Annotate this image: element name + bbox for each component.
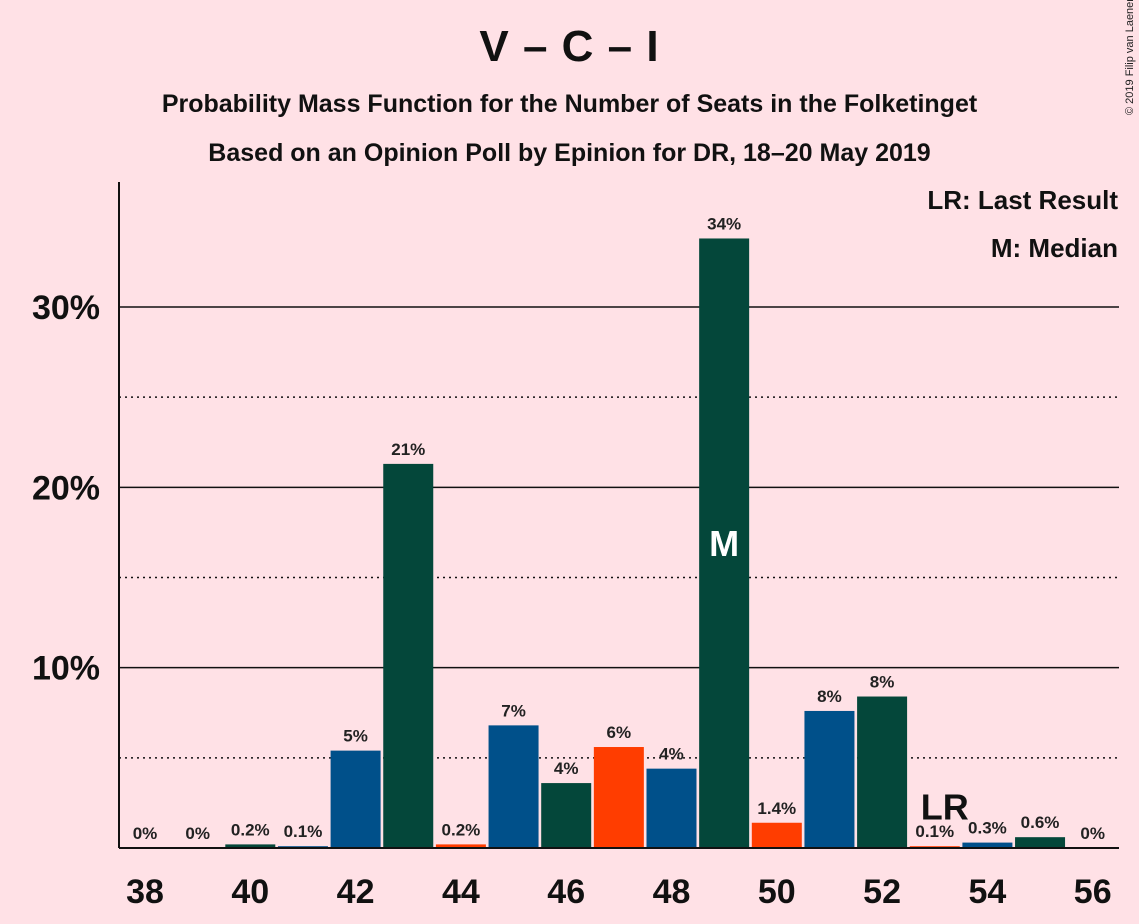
data-label-47: 6% (607, 723, 632, 742)
bar-54 (962, 842, 1013, 848)
data-labels: 0% 0% 0.2% 0.1% 5% 21% 0.2% 7% 4% 6% 4% 34% 1.4% 8% 8%… (133, 214, 1105, 843)
y-tick-label: 10% (32, 650, 100, 688)
x-tick-label: 42 (337, 873, 375, 911)
gridlines (119, 306, 1119, 759)
data-label-50: 1.4% (757, 799, 796, 818)
x-tick-label: 38 (126, 873, 164, 911)
x-tick-label: 48 (653, 873, 691, 911)
data-label-38: 0% (133, 824, 158, 843)
x-tick-label: 56 (1074, 873, 1112, 911)
chart-subtitle-poll: Based on an Opinion Poll by Epinion for … (208, 139, 931, 167)
bar-49 (699, 238, 750, 848)
data-label-49: 34% (707, 214, 741, 233)
data-label-53: 0.1% (915, 822, 954, 841)
chart-title: V – C – I (479, 22, 660, 71)
data-label-51: 8% (817, 687, 842, 706)
bar-48 (646, 768, 697, 848)
bar-55 (1015, 837, 1066, 848)
data-label-46: 4% (554, 759, 579, 778)
x-tick-label: 54 (968, 873, 1006, 911)
data-label-56: 0% (1080, 824, 1105, 843)
y-tick-label: 30% (32, 289, 100, 327)
chart-subtitle: Probability Mass Function for the Number… (161, 90, 978, 118)
bar-52 (857, 696, 908, 848)
x-tick-label: 52 (863, 873, 901, 911)
bars (225, 238, 1066, 848)
data-label-52: 8% (870, 673, 895, 692)
data-label-43: 21% (391, 440, 425, 459)
axes: 10% 20% 30% 38 40 42 44 46 48 50 52 54 56 (32, 182, 1119, 911)
data-label-42: 5% (343, 727, 368, 746)
legend-median: M: Median (990, 233, 1118, 263)
data-label-40: 0.2% (231, 820, 270, 839)
x-tick-label: 44 (442, 873, 480, 911)
data-label-41: 0.1% (284, 822, 323, 841)
markers: M LR (709, 523, 969, 827)
bar-44 (435, 844, 486, 848)
bar-50 (751, 822, 802, 848)
bar-46 (541, 783, 592, 848)
data-label-55: 0.6% (1021, 813, 1060, 832)
data-label-54: 0.3% (968, 819, 1007, 838)
data-label-39: 0% (185, 824, 210, 843)
bar-43 (383, 463, 434, 848)
legend-last-result: LR: Last Result (927, 185, 1118, 215)
last-result-marker: LR (921, 786, 969, 827)
x-tick-label: 40 (231, 873, 269, 911)
x-tick-label: 46 (547, 873, 585, 911)
data-label-44: 0.2% (442, 820, 481, 839)
bar-42 (330, 750, 381, 848)
bar-40 (225, 844, 276, 848)
median-marker: M (709, 523, 739, 564)
bar-45 (488, 725, 539, 848)
bar-51 (804, 710, 855, 848)
data-label-48: 4% (659, 745, 684, 764)
data-label-45: 7% (501, 701, 526, 720)
x-tick-label: 50 (758, 873, 796, 911)
bar-47 (593, 747, 644, 848)
y-tick-label: 20% (32, 469, 100, 507)
